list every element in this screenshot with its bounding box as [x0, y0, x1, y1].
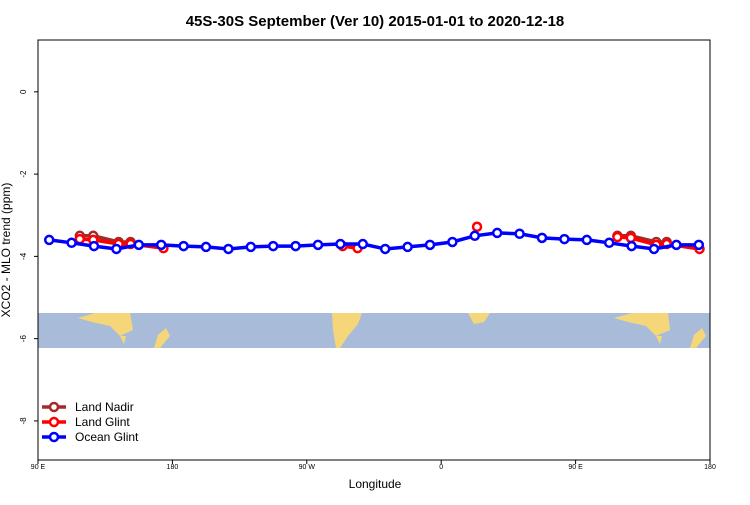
data-point: [178, 240, 189, 252]
map-strip: [38, 313, 710, 348]
data-point: [245, 241, 257, 253]
data-point: [536, 232, 548, 244]
data-point: [335, 238, 346, 250]
y-tick-label: -4: [19, 252, 28, 260]
legend-label: Land Glint: [75, 415, 130, 429]
legend-marker: [48, 401, 60, 413]
land: [468, 313, 490, 324]
y-tick-label: -2: [19, 170, 28, 178]
data-point: [626, 240, 637, 252]
data-point: [424, 239, 436, 251]
y-tick-label: 0: [19, 89, 28, 94]
data-point: [671, 239, 682, 251]
data-point: [223, 243, 234, 255]
data-point: [200, 241, 212, 253]
data-point: [603, 237, 615, 249]
x-tick-label: 0: [439, 464, 443, 471]
land: [656, 336, 662, 344]
data-point: [469, 230, 481, 242]
data-point: [43, 234, 55, 246]
ocean-background: [38, 313, 710, 348]
land: [154, 328, 170, 348]
x-tick-label: 90 W: [299, 464, 316, 471]
y-axis-label: XCO2 - MLO trend (ppm): [0, 183, 13, 318]
x-tick-label: 90 E: [31, 464, 46, 471]
y-tick-label: -8: [19, 417, 28, 425]
legend-marker: [48, 416, 60, 428]
data-point: [88, 240, 100, 252]
data-point: [559, 233, 570, 245]
legend-label: Ocean Glint: [75, 430, 139, 444]
legend-label: Land Nadir: [75, 400, 134, 414]
land: [614, 313, 670, 336]
x-axis-label: Longitude: [349, 477, 402, 491]
data-point: [155, 239, 167, 251]
land: [332, 313, 362, 348]
data-point: [581, 234, 593, 246]
data-point: [471, 221, 483, 233]
land: [120, 336, 126, 344]
data-point: [267, 240, 279, 252]
data-point: [491, 227, 503, 239]
data-point: [693, 239, 705, 251]
data-point: [357, 238, 369, 250]
chart-title: 45S-30S September (Ver 10) 2015-01-01 to…: [186, 13, 565, 30]
land: [78, 313, 133, 336]
data-point: [111, 243, 122, 255]
data-point: [447, 236, 458, 248]
land: [690, 328, 706, 348]
plot-frame: [37, 39, 711, 461]
data-point: [402, 241, 413, 253]
data-point: [612, 231, 623, 243]
x-tick-label: 180: [167, 464, 179, 471]
x-tick-label: 90 E: [568, 464, 583, 471]
legend-marker: [48, 431, 60, 443]
data-point: [312, 239, 324, 251]
data-point: [625, 232, 637, 244]
x-tick-label: 180: [704, 464, 716, 471]
data-point: [648, 243, 660, 255]
data-point: [379, 243, 391, 255]
data-point: [133, 239, 145, 251]
series-line: [48, 231, 699, 251]
data-point: [290, 240, 301, 252]
y-tick-label: -6: [19, 335, 28, 343]
data-point: [66, 237, 77, 249]
data-point: [514, 228, 525, 240]
